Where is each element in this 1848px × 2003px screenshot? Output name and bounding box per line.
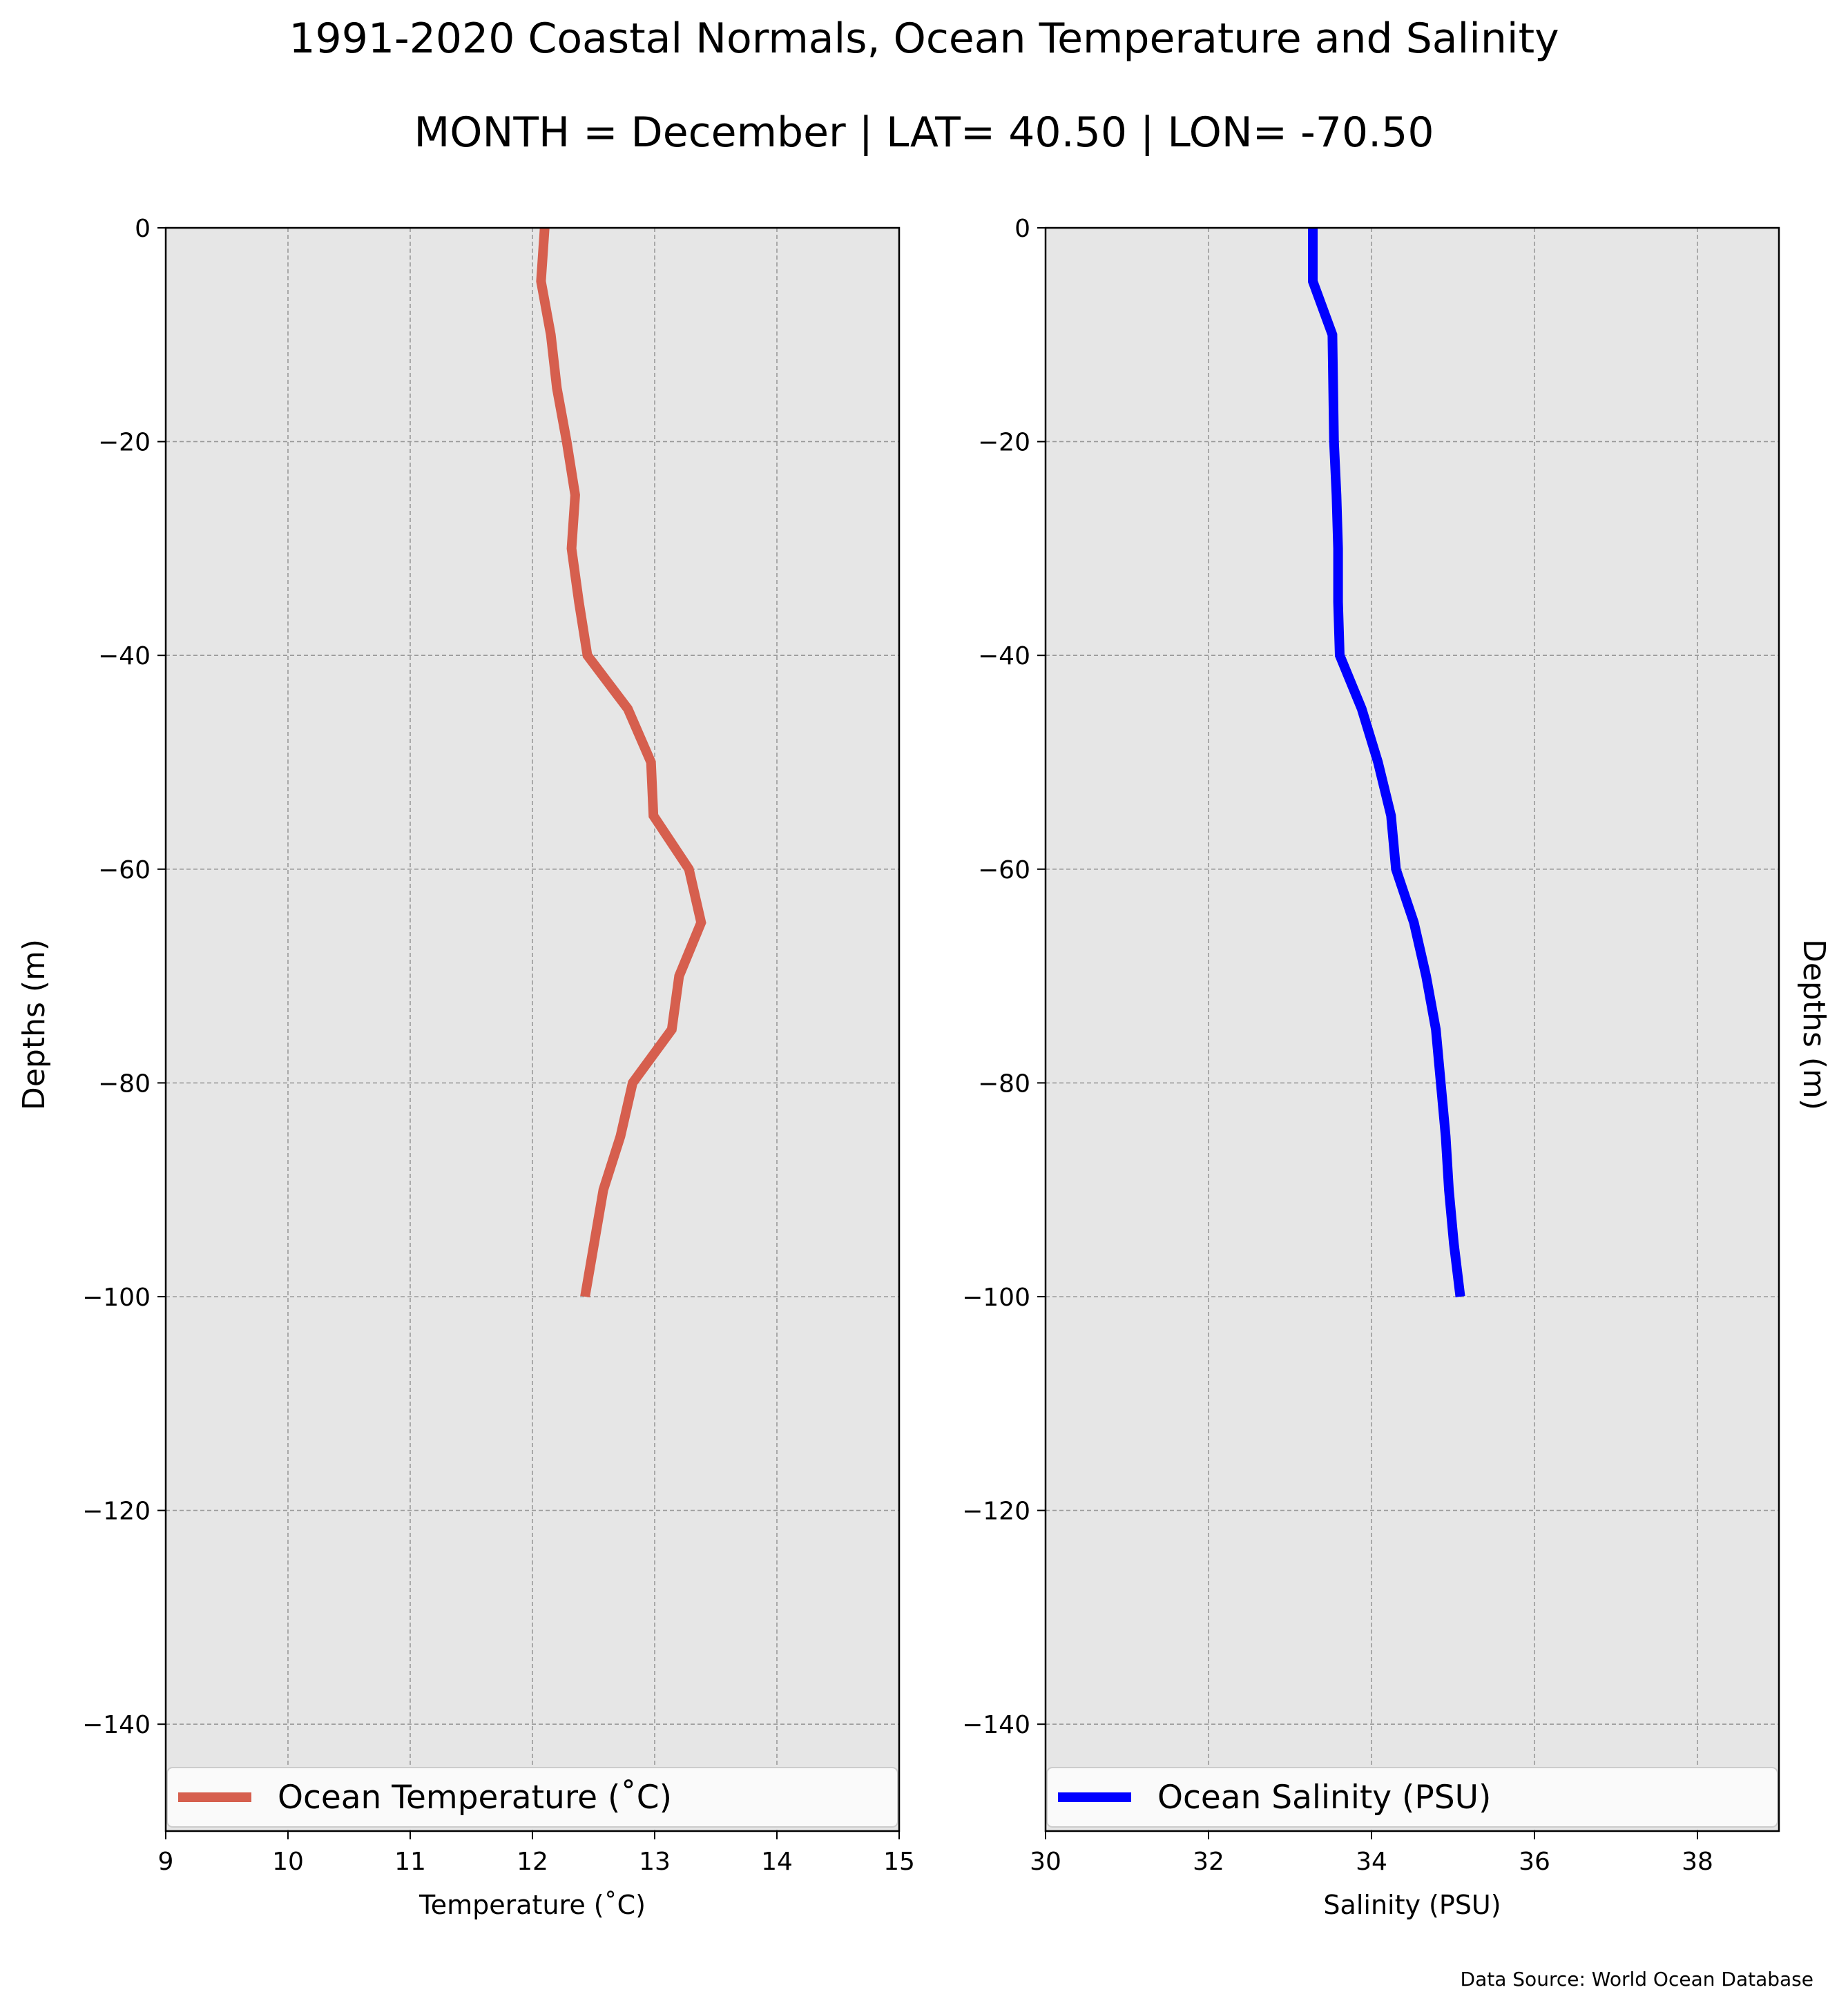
x-tick-label: 9 (158, 1848, 174, 1876)
salinity-legend-box (1046, 1767, 1778, 1828)
salinity-x-axis-label: Salinity (PSU) (1323, 1890, 1501, 1920)
y-tick-label: −80 (98, 1070, 151, 1098)
y-tick-label: −40 (98, 642, 151, 670)
x-tick-label: 12 (517, 1848, 548, 1876)
y-tick-label: −60 (98, 856, 151, 884)
temperature-panel: Ocean Temperature (˚C) 9 10 11 12 13 14 15 0 −20 −… (82, 215, 915, 1920)
y-tick-label: 0 (1014, 215, 1030, 243)
chart-subtitle: MONTH = December | LAT= 40.50 | LON= -70… (414, 108, 1434, 157)
x-tick-label: 15 (883, 1848, 915, 1876)
x-tick-label: 11 (394, 1848, 426, 1876)
salinity-panel: Ocean Salinity (PSU) 30 32 34 36 38 0 −20 −40 −60… (962, 215, 1780, 1920)
y-tick-label: −20 (98, 429, 151, 457)
x-tick-label: 30 (1030, 1848, 1061, 1876)
x-tick-label: 10 (272, 1848, 304, 1876)
salinity-plot-area (1046, 228, 1779, 1831)
y-tick-label: −140 (962, 1711, 1030, 1739)
y-tick-label: −120 (962, 1498, 1030, 1526)
x-tick-label: 13 (639, 1848, 671, 1876)
y-tick-label: −60 (978, 856, 1030, 884)
y-tick-label: 0 (135, 215, 151, 243)
x-tick-label: 38 (1682, 1848, 1713, 1876)
temperature-x-axis-label: Temperature (˚C) (418, 1890, 646, 1920)
chart-title: 1991-2020 Coastal Normals, Ocean Tempera… (289, 14, 1559, 63)
y-tick-label: −40 (978, 642, 1030, 670)
left-y-axis-label: Depths (m) (17, 939, 52, 1110)
temperature-legend-label: Ocean Temperature (˚C) (278, 1779, 672, 1817)
salinity-axes-frame (1044, 226, 1780, 1832)
y-tick-label: −80 (978, 1070, 1030, 1098)
y-tick-label: −120 (82, 1498, 151, 1526)
x-tick-label: 14 (761, 1848, 793, 1876)
x-tick-label: 32 (1193, 1848, 1224, 1876)
y-tick-label: −100 (82, 1284, 151, 1312)
temperature-legend-box (166, 1767, 898, 1828)
salinity-series-line (1308, 228, 1465, 1297)
x-tick-label: 36 (1519, 1848, 1550, 1876)
right-y-axis-label: Depths (m) (1796, 939, 1831, 1110)
salinity-legend-label: Ocean Salinity (PSU) (1157, 1779, 1491, 1817)
y-tick-label: −140 (82, 1711, 151, 1739)
y-tick-label: −20 (978, 429, 1030, 457)
y-tick-label: −100 (962, 1284, 1030, 1312)
data-source-note: Data Source: World Ocean Database (1461, 1968, 1813, 1991)
temperature-series-line (536, 227, 706, 1298)
x-tick-label: 34 (1356, 1848, 1387, 1876)
